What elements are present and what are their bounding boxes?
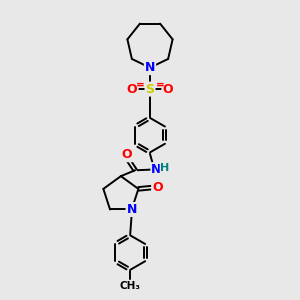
Text: O: O [122,148,132,161]
Text: S: S [146,82,154,96]
Text: O: O [127,82,137,96]
Text: =: = [136,80,144,90]
Text: CH₃: CH₃ [120,280,141,291]
Text: O: O [163,82,173,96]
Text: =: = [156,80,164,90]
Text: N: N [145,61,155,74]
Text: H: H [160,164,170,173]
Text: O: O [152,181,163,194]
Text: N: N [152,163,162,176]
Text: N: N [127,203,137,216]
